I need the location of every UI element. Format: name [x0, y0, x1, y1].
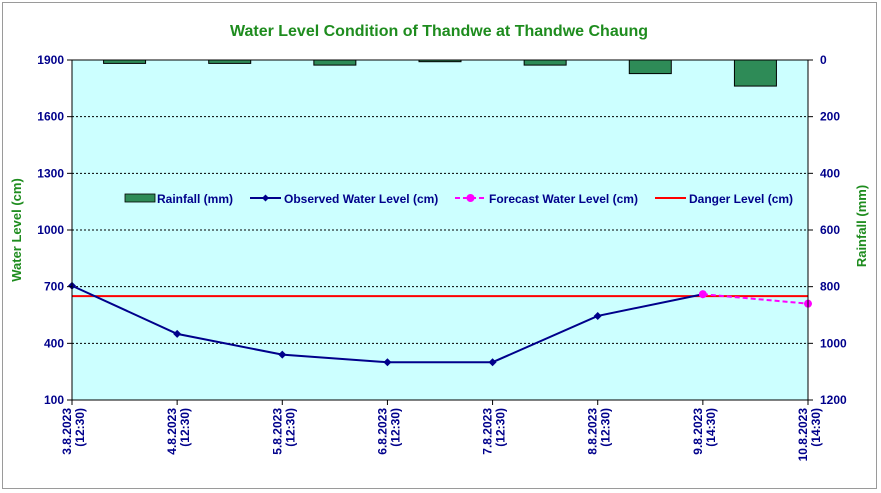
- legend-danger-label: Danger Level (cm): [689, 192, 793, 206]
- y-tick-label: 1600: [37, 110, 64, 124]
- x-tick-date: 5.8.2023: [270, 408, 284, 455]
- y-tick-label: 1300: [37, 166, 64, 180]
- y2-tick-label: 600: [820, 223, 840, 237]
- observed-point: [173, 329, 182, 338]
- x-tick-date: 3.8.2023: [60, 408, 74, 455]
- x-tick-date: 4.8.2023: [165, 408, 179, 455]
- rainfall-bar: [208, 59, 252, 64]
- observed-point: [383, 358, 392, 367]
- y2-tick-label: 1000: [820, 336, 847, 350]
- forecast-line: [702, 293, 809, 305]
- legend-observed-label: Observed Water Level (cm): [284, 192, 438, 206]
- x-axis-ticks: 3.8.2023 (12:30) 4.8.2023 (12:30) 5.8.2023 (1…: [60, 400, 823, 461]
- x-tick-time: (12:30): [494, 408, 508, 447]
- observed-water-level-series: [68, 281, 707, 367]
- x-tick-date: 9.8.2023: [691, 408, 705, 455]
- y-tick-label: 400: [44, 336, 64, 350]
- rainfall-bar: [313, 59, 357, 66]
- legend-forecast-marker: [466, 194, 475, 202]
- left-axis-ticks: 100 400 700 1000 1300 1600 1900: [37, 53, 72, 407]
- legend-rainfall-label: Rainfall (mm): [157, 192, 233, 206]
- x-tick-date: 6.8.2023: [375, 408, 389, 455]
- x-tick-date: 8.8.2023: [586, 408, 600, 455]
- observed-point: [278, 350, 287, 359]
- right-axis-ticks: 0 200 400 600 800 1000 1200: [808, 53, 847, 407]
- y2-axis-label: Rainfall (mm): [854, 185, 869, 267]
- observed-point: [488, 358, 497, 367]
- y-tick-label: 1000: [37, 223, 64, 237]
- x-tick-time: (12:30): [599, 408, 613, 447]
- y2-tick-label: 200: [820, 110, 840, 124]
- legend-rainfall-swatch: [124, 193, 156, 203]
- x-tick-time: (12:30): [388, 408, 402, 447]
- x-tick-date: 10.8.2023: [796, 408, 810, 462]
- x-tick-time: (12:30): [73, 408, 87, 447]
- legend: Rainfall (mm) Observed Water Level (cm) …: [124, 192, 793, 206]
- y2-tick-label: 400: [820, 166, 840, 180]
- rainfall-bar: [523, 59, 567, 66]
- chart-title: Water Level Condition of Thandwe at Than…: [230, 23, 648, 40]
- y-axis-label: Water Level (cm): [9, 178, 24, 282]
- y-tick-label: 100: [44, 393, 64, 407]
- y-tick-label: 1900: [37, 53, 64, 67]
- x-tick-time: (12:30): [178, 408, 192, 447]
- x-tick-time: (14:30): [809, 408, 823, 447]
- observed-point: [593, 311, 602, 320]
- y2-tick-label: 0: [820, 53, 827, 67]
- rainfall-bar: [628, 59, 672, 75]
- y-tick-label: 700: [44, 280, 64, 294]
- y2-tick-label: 1200: [820, 393, 847, 407]
- x-tick-time: (12:30): [283, 408, 297, 447]
- x-tick-time: (14:30): [704, 408, 718, 447]
- y2-tick-label: 800: [820, 280, 840, 294]
- x-tick-date: 7.8.2023: [481, 408, 495, 455]
- legend-observed-marker: [262, 194, 269, 202]
- forecast-point: [698, 290, 707, 299]
- legend-forecast-label: Forecast Water Level (cm): [489, 192, 638, 206]
- rainfall-bar: [733, 59, 777, 87]
- rainfall-bar: [103, 59, 147, 64]
